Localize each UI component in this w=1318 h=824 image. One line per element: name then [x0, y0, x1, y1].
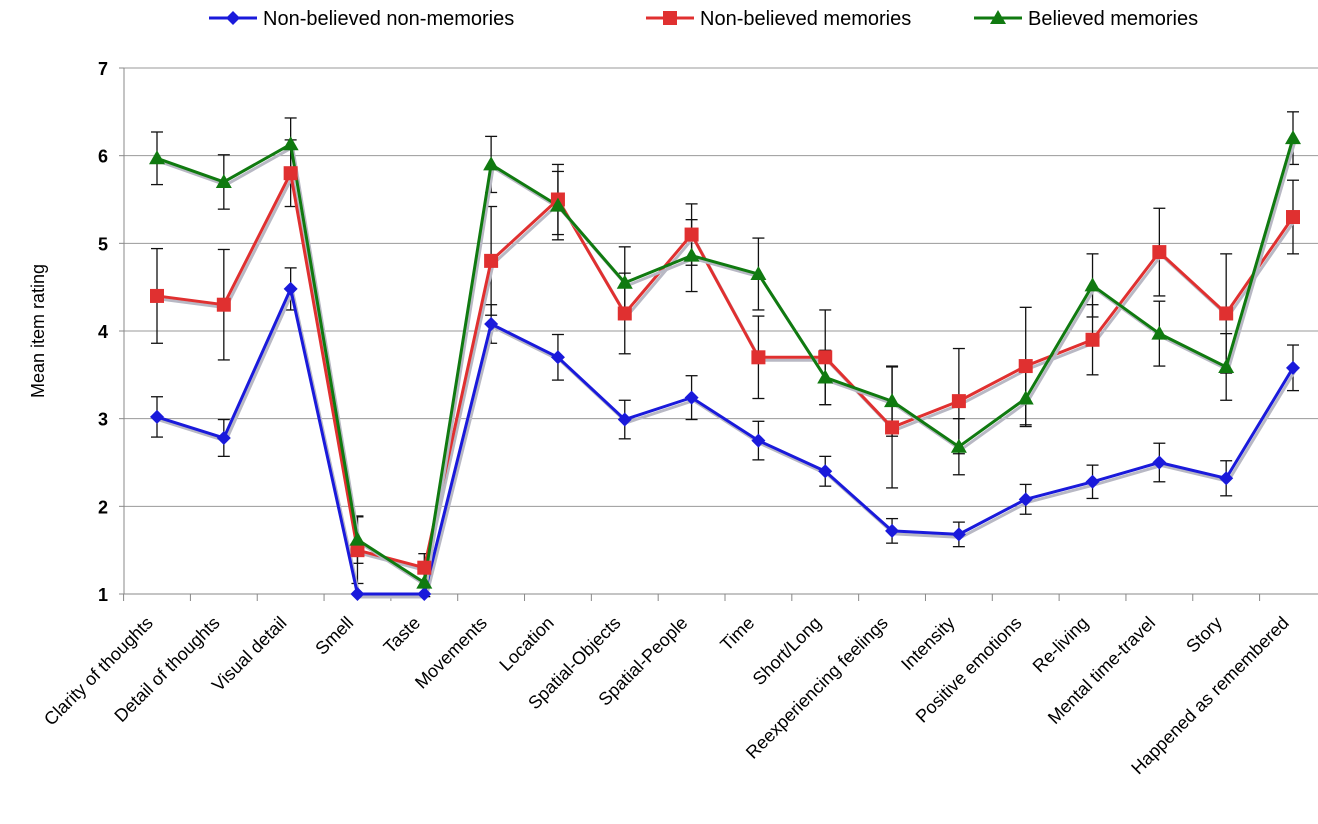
data-point-non-believed-memories [951, 394, 966, 409]
y-tick-label: 1 [98, 585, 108, 605]
data-point-non-believed-non-memories [550, 350, 565, 365]
series-line-believed-memories [156, 137, 1295, 585]
data-point-believed-memories [683, 247, 700, 262]
axes [119, 67, 1318, 601]
data-point-non-believed-non-memories [1085, 474, 1100, 489]
data-point-believed-memories [1017, 390, 1034, 405]
data-point-non-believed-memories [818, 350, 833, 365]
data-point-non-believed-memories [1018, 359, 1033, 374]
data-point-believed-memories [616, 274, 633, 289]
x-tick-label: Clarity of thoughts [40, 613, 157, 730]
data-point-non-believed-non-memories [617, 412, 632, 427]
data-point-non-believed-non-memories [818, 464, 833, 479]
x-tick-label: Story [1182, 613, 1226, 657]
data-point-non-believed-memories [751, 350, 766, 365]
legend-label: Non-believed non-memories [263, 8, 514, 30]
data-point-believed-memories [750, 266, 767, 281]
data-point-non-believed-non-memories [216, 430, 231, 445]
x-tick-label: Intensity [897, 613, 959, 675]
legend-item-non-believed-non-memories: Non-believed non-memories [209, 8, 514, 30]
data-point-believed-memories [1084, 277, 1101, 292]
data-point-believed-memories [1285, 130, 1301, 145]
data-point-non-believed-memories [216, 297, 231, 312]
legend-marker [226, 11, 240, 25]
data-point-believed-memories [416, 574, 433, 589]
y-tick-label: 5 [98, 234, 108, 254]
data-point-non-believed-non-memories [283, 281, 298, 296]
x-tick-label: Reexperiencing feelings [742, 613, 892, 763]
legend-item-non-believed-memories: Non-believed memories [646, 8, 911, 30]
data-point-non-believed-memories [885, 420, 900, 435]
x-tick-label: Smell [311, 613, 357, 659]
data-point-non-believed-memories [1219, 306, 1234, 321]
data-point-non-believed-memories [617, 306, 632, 321]
legend: Non-believed non-memories Non-believed me… [209, 8, 1198, 30]
data-point-believed-memories [817, 369, 834, 384]
data-point-non-believed-non-memories [885, 523, 900, 538]
y-tick-label: 4 [98, 322, 108, 342]
data-point-non-believed-memories [350, 543, 365, 558]
legend-marker [990, 10, 1006, 24]
y-tick-label: 6 [98, 147, 108, 167]
x-tick-label: Re-living [1029, 613, 1093, 677]
data-point-non-believed-non-memories [684, 390, 699, 405]
data-point-believed-memories [549, 197, 566, 212]
data-point-non-believed-non-memories [417, 587, 432, 601]
data-point-believed-memories [483, 156, 500, 171]
y-axis-title: Mean item rating [28, 264, 48, 398]
legend-label: Believed memories [1028, 8, 1198, 30]
data-point-non-believed-memories [150, 288, 164, 303]
series-markers [149, 130, 1301, 601]
data-point-non-believed-non-memories [751, 433, 766, 448]
data-point-believed-memories [282, 136, 299, 151]
data-point-non-believed-memories [684, 227, 699, 242]
series-line-non-believed-memories [156, 171, 1295, 570]
data-point-non-believed-memories [1286, 210, 1300, 225]
data-point-non-believed-memories [1152, 245, 1167, 260]
series-shadow-non-believed-non-memories [158, 290, 1297, 599]
data-point-non-believed-memories [484, 253, 499, 268]
data-point-believed-memories [1218, 358, 1235, 373]
data-point-believed-memories [950, 438, 967, 453]
data-point-non-believed-non-memories [1018, 492, 1033, 507]
data-point-believed-memories [149, 150, 165, 165]
data-point-non-believed-memories [1085, 332, 1100, 347]
data-point-non-believed-non-memories [951, 527, 966, 542]
y-tick-label: 3 [98, 410, 108, 430]
data-point-believed-memories [884, 393, 901, 408]
series-shadow-believed-memories [158, 140, 1297, 588]
x-tick-label: Time [716, 613, 758, 655]
series-line-non-believed-non-memories [156, 287, 1295, 596]
y-tick-label: 7 [98, 59, 108, 79]
data-point-believed-memories [349, 531, 366, 546]
x-tick-label: Taste [380, 613, 425, 658]
legend-label: Non-believed memories [700, 8, 911, 30]
data-point-non-believed-non-memories [1219, 471, 1234, 486]
x-tick-label: Location [496, 613, 558, 675]
legend-marker [663, 11, 677, 25]
legend-item-believed-memories: Believed memories [974, 8, 1198, 30]
data-point-non-believed-non-memories [484, 316, 499, 331]
x-tick-label: Movements [411, 613, 491, 693]
data-point-believed-memories [215, 173, 232, 188]
data-point-non-believed-non-memories [1286, 360, 1300, 375]
data-point-believed-memories [1151, 325, 1168, 340]
data-point-non-believed-memories [417, 560, 432, 575]
data-point-non-believed-memories [283, 166, 298, 181]
y-tick-label: 2 [98, 497, 108, 517]
series-lines [156, 137, 1297, 599]
data-point-non-believed-non-memories [350, 587, 365, 601]
data-point-non-believed-non-memories [150, 409, 164, 424]
data-point-non-believed-non-memories [1152, 455, 1167, 470]
